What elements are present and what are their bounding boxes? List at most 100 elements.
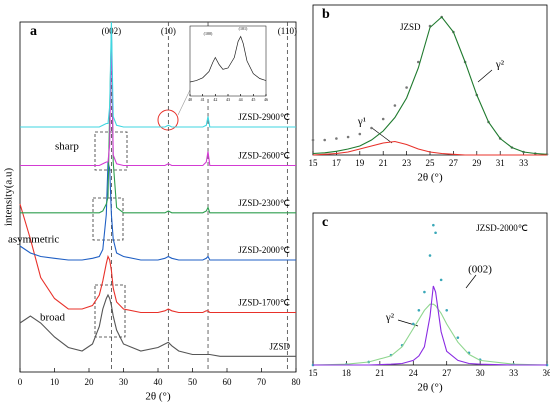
x-axis-label: 2θ (°)	[145, 391, 171, 403]
reference-label: (110)	[278, 26, 297, 36]
x-tick-label: 50	[188, 377, 198, 387]
decor	[92, 131, 128, 338]
series-line	[19, 161, 296, 261]
series-label: γ²	[495, 59, 505, 71]
reference-label: (10)	[161, 26, 176, 36]
annotation: (101)	[239, 26, 248, 31]
data-point	[456, 336, 460, 339]
data-point	[346, 135, 350, 139]
data-point	[311, 138, 315, 142]
x-tick-label: 30	[119, 377, 129, 387]
annotation: asymmetric	[8, 234, 59, 246]
x-tick-label: 0	[18, 377, 23, 387]
data-point	[381, 117, 385, 121]
series-label: γ¹	[357, 116, 366, 128]
annotation: broad	[40, 312, 66, 324]
data-point	[423, 290, 426, 294]
data-point	[439, 278, 443, 282]
x-axis-label: 2θ (°)	[417, 382, 443, 394]
x-tick-label: 27	[449, 158, 459, 168]
data-point	[335, 137, 338, 140]
x-tick-label: 43	[226, 97, 230, 102]
x-tick-label: 41	[201, 97, 205, 102]
data-point	[434, 231, 437, 235]
dashed-box	[92, 197, 124, 241]
data-point	[358, 132, 362, 136]
x-tick-label: 21	[375, 368, 384, 378]
series-line	[20, 32, 296, 214]
dashed-box	[94, 284, 126, 338]
x-tick-label: 31	[496, 158, 505, 168]
series-line	[20, 28, 296, 167]
data-point	[417, 60, 420, 64]
annotation: sharp	[55, 141, 79, 153]
series-line	[189, 35, 267, 83]
x-tick-label: 44	[239, 97, 243, 102]
series-label: γ²	[385, 312, 395, 324]
x-tick-label: 36	[543, 368, 550, 378]
x-tick-label: 20	[85, 377, 95, 387]
x-tick-label: 46	[264, 97, 268, 102]
series-line	[312, 16, 548, 155]
data-point	[405, 86, 408, 89]
data-point	[417, 308, 421, 312]
x-tick-label: 15	[309, 368, 319, 378]
panel-letter: a	[30, 24, 37, 39]
x-tick-label: 60	[223, 377, 233, 387]
arrow	[397, 319, 419, 327]
plot-frame	[189, 25, 267, 97]
series-label: (002)	[468, 264, 492, 276]
series-label: JZSD-2900℃	[238, 112, 290, 122]
x-tick-label: 17	[332, 158, 342, 168]
data-point	[370, 126, 373, 130]
data-point	[323, 138, 327, 142]
x-tick-label: 42	[213, 97, 217, 102]
x-tick-label: 40	[188, 97, 192, 102]
series-line	[19, 293, 296, 357]
data-point	[411, 322, 415, 326]
annotation: JZSD	[400, 22, 421, 32]
x-tick-label: 80	[292, 377, 302, 387]
series-label: JZSD-2600℃	[238, 151, 290, 161]
connector	[177, 89, 191, 116]
series-label: JZSD-2300℃	[238, 198, 290, 208]
x-tick-label: 10	[50, 377, 60, 387]
x-tick-label: 40	[154, 377, 164, 387]
series-label: JZSD-1700℃	[238, 298, 290, 308]
annotation: (100)	[204, 31, 213, 36]
x-tick-label: 23	[402, 158, 412, 168]
x-tick-label: 29	[472, 158, 482, 168]
x-tick-label: 33	[519, 158, 529, 168]
plot-frame	[312, 212, 548, 366]
series-line	[312, 140, 547, 156]
series-line	[313, 285, 547, 366]
x-tick-label: 33	[509, 368, 519, 378]
dashed-box	[94, 131, 128, 171]
data-point	[393, 104, 397, 107]
series-line	[20, 21, 296, 128]
x-tick-label: 24	[409, 368, 419, 378]
x-tick-label: 19	[355, 158, 365, 168]
data-point	[428, 254, 432, 257]
x-tick-label: 30	[476, 368, 486, 378]
data-point	[445, 308, 449, 312]
y-axis-label: intensity(a.u)	[3, 167, 15, 226]
annotation: JZSD-2000℃	[476, 223, 528, 233]
arrow	[465, 274, 477, 289]
panel-letter: b	[322, 7, 330, 22]
x-tick-label: 18	[342, 368, 352, 378]
x-axis-label: 2θ (°)	[417, 172, 443, 184]
panel-letter: c	[322, 215, 328, 230]
x-tick-label: 15	[309, 158, 319, 168]
data-point	[432, 223, 435, 227]
arrow	[477, 69, 493, 83]
x-tick-label: 27	[442, 368, 452, 378]
series-line	[19, 203, 296, 314]
series-label: JZSD-2000℃	[238, 245, 290, 255]
series-label: JZSD	[269, 341, 290, 351]
x-tick-label: 21	[379, 158, 388, 168]
x-tick-label: 45	[251, 97, 255, 102]
x-tick-label: 25	[426, 158, 436, 168]
arrow	[371, 127, 393, 144]
